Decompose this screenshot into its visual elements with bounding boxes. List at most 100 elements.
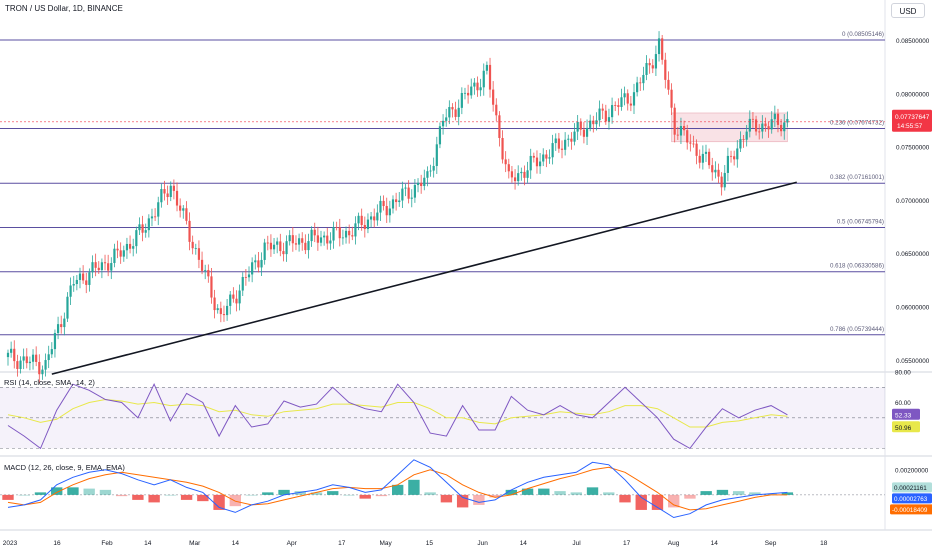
candle-body xyxy=(748,118,751,132)
macd-histogram-bar xyxy=(538,488,550,495)
rsi-legend: RSI (14, close, SMA, 14, 2) xyxy=(4,378,95,387)
candle-body xyxy=(31,354,35,362)
candle-body xyxy=(332,227,335,241)
candle-body xyxy=(648,63,651,66)
candle-body xyxy=(573,131,576,142)
price-tick-label: 0.05500000 xyxy=(896,358,930,365)
candle-body xyxy=(485,64,488,71)
candle-body xyxy=(213,297,216,311)
candle-body xyxy=(47,354,50,361)
candle-body xyxy=(335,227,338,228)
macd-histogram-bar xyxy=(586,487,599,495)
rsi-line xyxy=(7,383,788,450)
macd-histogram-bar xyxy=(554,491,566,495)
candle-body xyxy=(535,157,539,167)
macd-histogram-bar xyxy=(278,489,290,495)
candle-body xyxy=(210,276,213,298)
candle-body xyxy=(463,92,467,94)
candle-body xyxy=(282,251,285,255)
macd-histogram-bar xyxy=(229,494,241,507)
candle-body xyxy=(786,118,789,123)
macd-signal-label: 0.00002763 xyxy=(894,496,928,503)
candle-body xyxy=(251,262,254,275)
candle-body xyxy=(548,157,551,159)
candle-body xyxy=(589,120,592,128)
candle-body xyxy=(269,242,273,250)
candle-body xyxy=(645,63,648,75)
candle-body xyxy=(247,274,251,278)
candle-body xyxy=(542,154,545,162)
candle-body xyxy=(636,82,639,93)
candle-body xyxy=(560,148,564,150)
candle-body xyxy=(448,107,451,118)
candle-body xyxy=(103,262,107,264)
candle-body xyxy=(742,139,745,140)
currency-button[interactable]: USD xyxy=(891,3,925,18)
candle-body xyxy=(539,161,542,167)
candle-body xyxy=(385,206,388,216)
candle-body xyxy=(160,189,163,203)
candle-body xyxy=(241,277,244,291)
candle-body xyxy=(338,227,341,239)
macd-histogram-bar xyxy=(749,492,761,495)
candle-body xyxy=(476,82,479,91)
candle-body xyxy=(85,280,88,285)
candle-body xyxy=(122,250,125,257)
candle-body xyxy=(35,354,38,362)
candle-body xyxy=(200,259,204,271)
candle-body xyxy=(263,242,266,260)
candle-body xyxy=(60,324,63,328)
candle-body xyxy=(585,127,589,137)
candle-body xyxy=(495,104,498,116)
candle-body xyxy=(172,185,175,191)
candle-body xyxy=(388,208,391,216)
fib-level-label: 0 (0.08505146) xyxy=(842,31,884,38)
macd-histogram-bar xyxy=(148,494,160,503)
rsi-tick-label: 80.00 xyxy=(895,370,911,377)
candle-body xyxy=(326,235,329,244)
candle-body xyxy=(501,137,504,160)
candle-body xyxy=(285,241,288,255)
time-tick-label: 14 xyxy=(232,540,240,547)
candle-body xyxy=(410,197,413,199)
macd-histogram-bar xyxy=(294,491,306,495)
candle-body xyxy=(391,199,395,209)
time-tick-label: Feb xyxy=(101,540,113,547)
candle-body xyxy=(357,215,360,224)
candle-body xyxy=(708,151,711,166)
candle-body xyxy=(492,89,495,105)
candle-body xyxy=(191,241,194,249)
candle-body xyxy=(354,223,357,237)
chart-title: TRON / US Dollar, 1D, BINANCE xyxy=(5,4,123,13)
candle-body xyxy=(310,229,313,242)
candle-body xyxy=(670,89,673,108)
candle-body xyxy=(761,123,764,132)
candle-body xyxy=(470,86,473,96)
candle-body xyxy=(454,109,457,117)
candle-body xyxy=(82,273,85,281)
macd-signal-line xyxy=(7,466,788,511)
candle-body xyxy=(329,240,332,244)
candle-body xyxy=(720,176,723,188)
candle-body xyxy=(194,248,197,249)
candle-body xyxy=(545,154,548,159)
fib-level-label: 0.382 (0.07161001) xyxy=(830,174,884,181)
candle-body xyxy=(363,225,366,230)
candle-body xyxy=(319,237,323,243)
candle-body xyxy=(482,70,485,88)
candle-body xyxy=(623,93,626,98)
candle-body xyxy=(639,82,642,84)
candle-body xyxy=(701,153,704,163)
macd-histogram-bar xyxy=(18,494,30,496)
candle-body xyxy=(654,54,658,69)
macd-tick-label: 0.00200000 xyxy=(895,467,929,474)
candle-body xyxy=(426,171,429,178)
macd-histogram-bar xyxy=(732,491,745,495)
macd-histogram-bar xyxy=(603,492,615,495)
time-tick-label: 17 xyxy=(623,540,631,547)
candle-body xyxy=(723,172,726,188)
candle-body xyxy=(169,185,172,198)
macd-hist-badge xyxy=(892,482,932,493)
